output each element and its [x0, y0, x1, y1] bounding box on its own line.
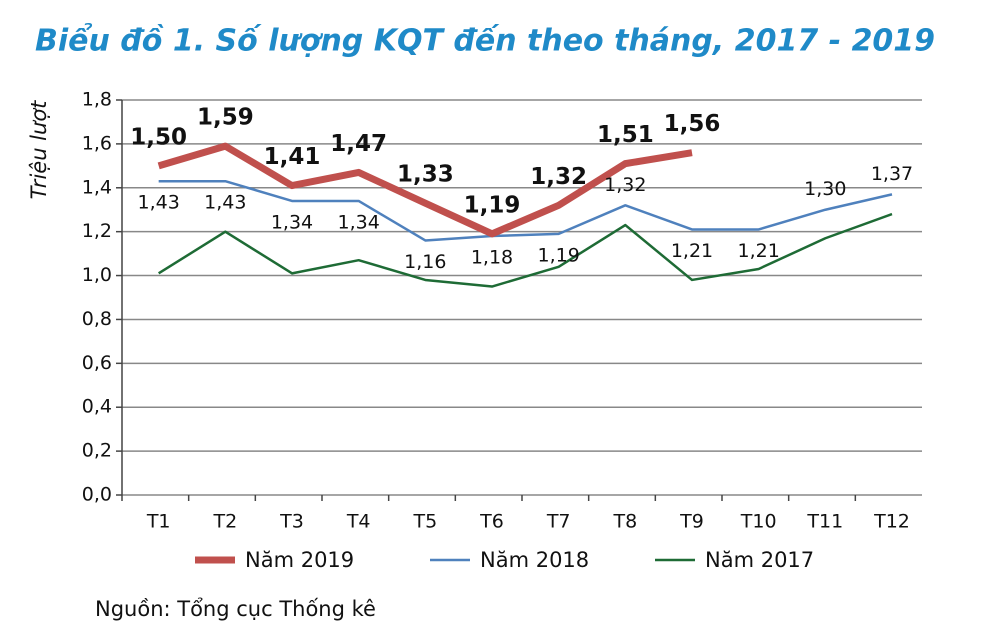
data-label: 1,21 [671, 240, 713, 262]
legend-label: Năm 2018 [480, 548, 589, 572]
data-label: 1,43 [138, 192, 180, 214]
data-label: 1,34 [338, 211, 380, 233]
data-label: 1,32 [604, 174, 646, 196]
y-tick-label: 1,6 [82, 132, 112, 154]
x-tick-label: T3 [279, 511, 304, 533]
data-label: 1,41 [264, 144, 321, 170]
data-label: 1,56 [664, 111, 721, 137]
x-tick-label: T10 [740, 511, 777, 533]
y-tick-label: 1,8 [82, 89, 112, 111]
x-tick-label: T1 [146, 511, 171, 533]
y-tick-label: 1,0 [82, 264, 112, 286]
data-label: 1,43 [204, 192, 246, 214]
data-label: 1,19 [538, 244, 580, 266]
x-tick-label: T11 [806, 511, 843, 533]
series-line [158, 212, 893, 288]
data-label: 1,59 [197, 105, 254, 131]
y-tick-label: 1,4 [82, 176, 112, 198]
series-line [158, 179, 893, 242]
data-label: 1,33 [397, 162, 454, 188]
data-label: 1,19 [464, 192, 521, 218]
x-tick-label: T5 [412, 511, 437, 533]
x-tick-label: T9 [679, 511, 704, 533]
y-tick-label: 0,2 [82, 440, 112, 462]
y-tick-label: 1,2 [82, 220, 112, 242]
x-tick-label: T2 [212, 511, 237, 533]
data-label: 1,34 [271, 211, 313, 233]
x-tick-label: T4 [346, 511, 371, 533]
y-tick-label: 0,4 [82, 396, 112, 418]
data-label: 1,18 [471, 247, 513, 269]
legend-label: Năm 2017 [705, 548, 814, 572]
y-tick-label: 0,6 [82, 352, 112, 374]
data-label: 1,21 [738, 240, 780, 262]
y-tick-label: 0,0 [82, 484, 112, 506]
x-tick-label: T6 [479, 511, 504, 533]
legend-label: Năm 2019 [245, 548, 354, 572]
x-tick-label: T7 [546, 511, 571, 533]
data-label: 1,32 [530, 164, 587, 190]
series-line [157, 142, 693, 238]
data-label: 1,30 [804, 178, 846, 200]
data-label: 1,50 [130, 124, 187, 150]
y-axis-label: Triệu lượt [27, 100, 51, 200]
source: Nguồn: Tổng cục Thống kê [95, 597, 376, 621]
x-tick-label: T8 [612, 511, 637, 533]
data-label: 1,16 [404, 251, 446, 273]
x-tick-label: T12 [873, 511, 910, 533]
y-tick-label: 0,8 [82, 308, 112, 330]
chart-title: Biểu đồ 1. Số lượng KQT đến theo tháng, … [35, 23, 935, 59]
data-label: 1,47 [330, 131, 387, 157]
data-label: 1,37 [871, 163, 913, 185]
data-label: 1,51 [597, 122, 654, 148]
